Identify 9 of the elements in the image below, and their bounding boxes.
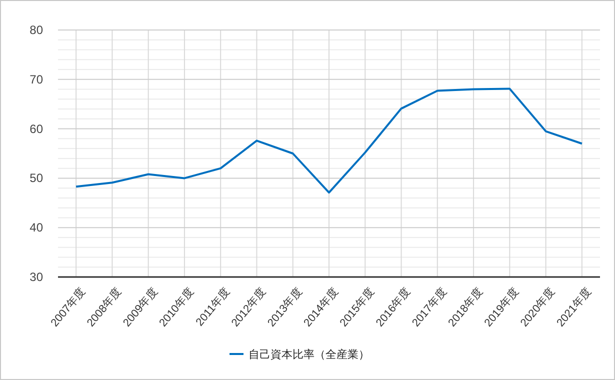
y-tick-label: 80 <box>30 23 44 37</box>
y-tick-label: 40 <box>30 220 44 235</box>
y-tick-label: 60 <box>30 122 44 136</box>
line-series <box>75 88 583 194</box>
y-tick-label: 70 <box>30 72 44 86</box>
legend: 自己資本比率（全産業） <box>230 349 370 361</box>
legend-label: 自己資本比率（全産業） <box>248 348 370 361</box>
y-tick-label: 50 <box>30 171 44 186</box>
y-tick-label: 30 <box>30 270 44 284</box>
